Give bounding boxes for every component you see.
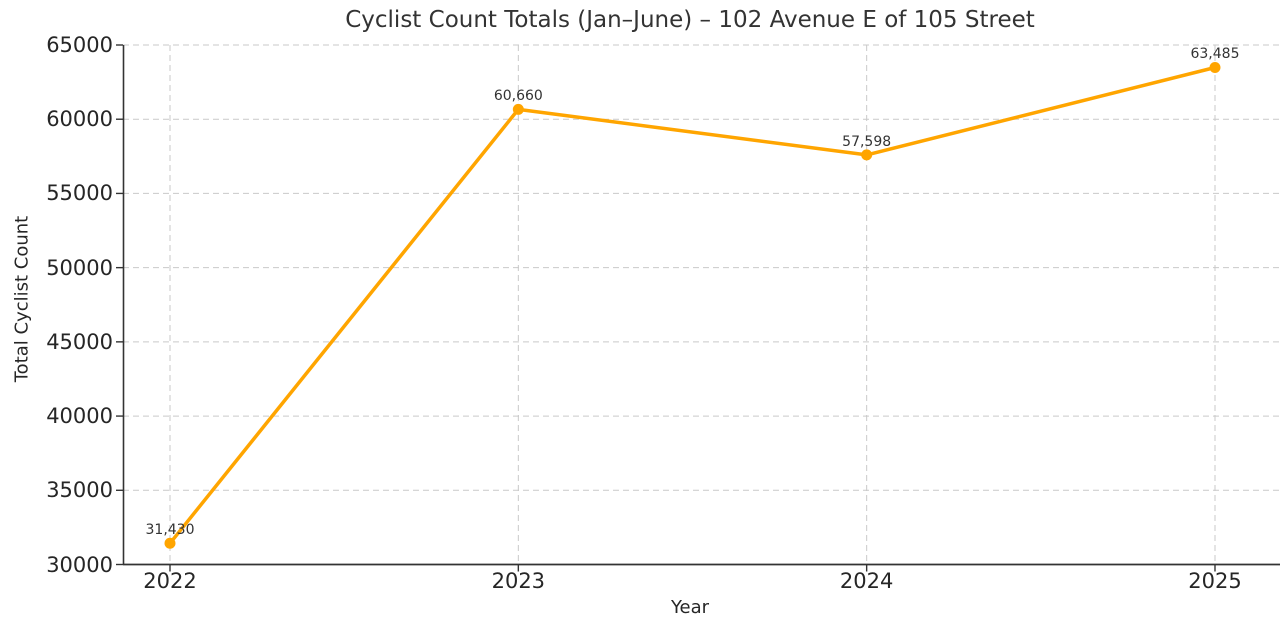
y-tick-label: 45000 [46,329,113,354]
x-tick-label: 2022 [143,569,197,593]
y-tick-label: 55000 [46,181,113,206]
data-series [164,61,1221,549]
axes-spines [122,45,1280,566]
y-axis-title: Total Cyclist Count [11,215,33,383]
point-label: 31,430 [145,522,195,539]
data-line [168,65,1217,546]
y-tick-label: 35000 [46,478,113,503]
gridlines [123,44,1280,565]
point-label: 57,598 [842,133,892,150]
data-point-marker [861,149,873,161]
point-label: 60,660 [493,88,543,105]
x-tick-label: 2024 [839,569,894,593]
x-tick-label: 2025 [1188,569,1242,593]
data-point-marker [512,103,524,115]
y-tick-label: 65000 [46,33,113,57]
chart-title: Cyclist Count Totals (Jan–June) – 102 Av… [345,7,1035,33]
tick-marks [116,44,1216,572]
data-point-marker [1209,61,1221,73]
y-tick-label: 40000 [46,404,113,429]
x-axis-title: Year [670,597,710,618]
y-tick-label: 60000 [46,107,113,132]
x-tick-label: 2023 [491,569,546,593]
y-tick-label: 50000 [46,255,113,280]
y-tick-label: 30000 [46,552,113,577]
point-label: 63,485 [1190,46,1240,63]
data-point-marker [164,537,176,549]
